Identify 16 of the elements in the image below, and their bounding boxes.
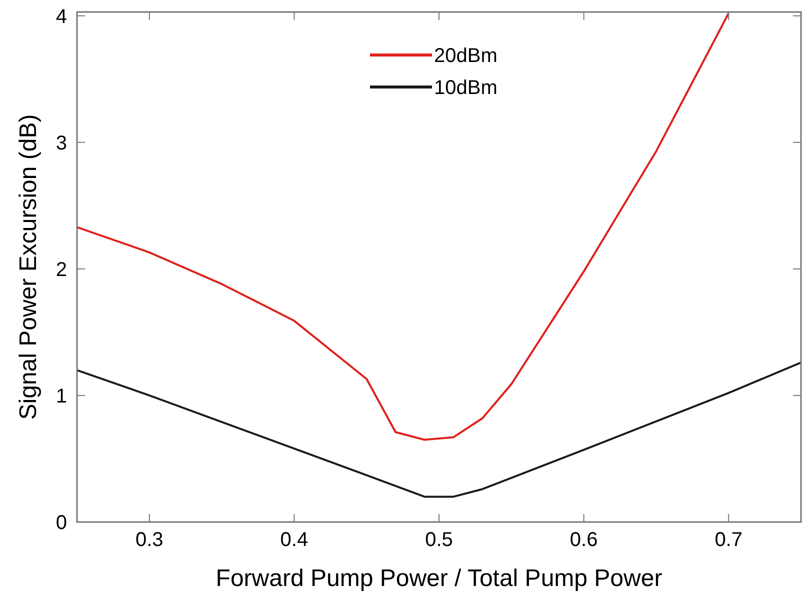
x-tick-label: 0.5 <box>425 529 453 551</box>
y-axis-title: Signal Power Excursion (dB) <box>15 114 42 420</box>
x-tick-label: 0.6 <box>570 529 598 551</box>
x-axis-title: Forward Pump Power / Total Pump Power <box>216 565 662 592</box>
legend-label: 20dBm <box>434 45 498 67</box>
legend-label: 10dBm <box>434 77 498 99</box>
line-series <box>77 362 801 498</box>
x-tick-label: 0.4 <box>280 529 308 551</box>
x-tick-label: 0.7 <box>714 529 743 551</box>
line-series <box>77 12 730 441</box>
y-tick-label: 3 <box>56 132 67 154</box>
y-tick-label: 2 <box>56 258 67 281</box>
x-tick-label: 0.3 <box>135 529 164 551</box>
y-tick-label: 4 <box>56 6 67 28</box>
y-tick-label: 0 <box>56 512 67 534</box>
y-tick-label: 1 <box>56 385 67 408</box>
